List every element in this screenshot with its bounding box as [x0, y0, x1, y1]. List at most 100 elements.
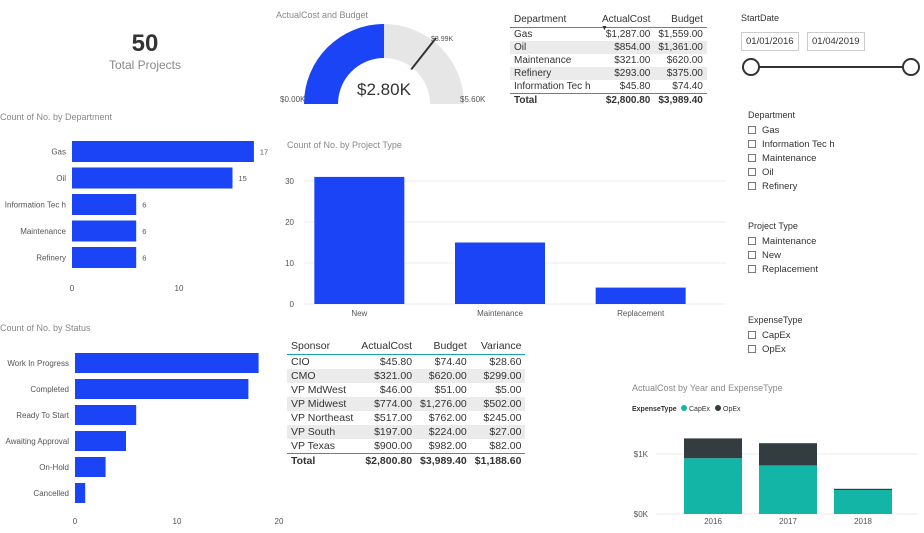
- bar: [75, 353, 259, 373]
- table-row: Refinery $293.00 $375.00: [510, 67, 707, 80]
- slicer-item[interactable]: Maintenance: [748, 234, 818, 248]
- slicer-item[interactable]: Oil: [748, 165, 835, 179]
- checkbox[interactable]: [748, 237, 756, 245]
- table-cell: $774.00: [357, 397, 417, 411]
- column-header[interactable]: Budget: [654, 12, 707, 28]
- category-label: Completed: [30, 385, 69, 394]
- table-row: Information Tec h $45.80 $74.40: [510, 80, 707, 94]
- x-tick-label: 10: [173, 517, 182, 526]
- table-cell: Total: [510, 93, 598, 107]
- table-cell: $982.00: [428, 440, 467, 452]
- table-cell: $299.00: [470, 369, 526, 383]
- project-type-slicer: Project Type Maintenance New Replacement: [748, 221, 818, 276]
- column-header[interactable]: Budget: [416, 338, 471, 355]
- table-cell: $375.00: [654, 67, 707, 80]
- slicer-title: Project Type: [748, 221, 798, 231]
- department-slicer: Department Gas Information Tec h Mainten…: [748, 110, 835, 193]
- table-cell: VP Northeast: [291, 412, 354, 424]
- slicer-item[interactable]: Maintenance: [748, 151, 835, 165]
- end-date-input[interactable]: 01/04/2019: [807, 32, 865, 51]
- slicer-item[interactable]: Information Tec h: [748, 137, 835, 151]
- data-label: 17: [260, 148, 268, 157]
- category-label: Cancelled: [33, 489, 69, 498]
- column-header[interactable]: Variance: [470, 338, 526, 355]
- data-label: 15: [239, 174, 247, 183]
- startdate-slicer: StartDate 01/01/2016 01/04/2019: [741, 13, 921, 84]
- slicer-item-label: New: [762, 249, 782, 261]
- checkbox[interactable]: [748, 331, 756, 339]
- chart-title: ActualCost by Year and ExpenseType: [632, 383, 783, 393]
- y-tick-label: 0: [290, 300, 295, 309]
- bar: [75, 483, 86, 503]
- category-label: Information Tec h: [5, 201, 66, 210]
- table-cell: CIO: [291, 356, 310, 368]
- checkbox[interactable]: [748, 154, 756, 162]
- checkbox[interactable]: [748, 182, 756, 190]
- slicer-item[interactable]: New: [748, 248, 818, 262]
- checkbox[interactable]: [748, 168, 756, 176]
- column-header[interactable]: Department: [510, 12, 598, 28]
- column-header[interactable]: ActualCost: [357, 338, 417, 355]
- category-label: Awaiting Approval: [6, 437, 70, 446]
- table-cell: $2,800.80: [357, 453, 417, 468]
- sponsor-table: Sponsor ActualCost Budget Variance CIO $…: [287, 338, 526, 468]
- column-header[interactable]: Sponsor: [287, 338, 358, 355]
- table-cell: $1,361.00: [654, 41, 707, 54]
- x-tick-label: 20: [275, 517, 284, 526]
- table-cell: $3,989.40: [654, 93, 707, 107]
- table-row: Oil $854.00 $1,361.00: [510, 41, 707, 54]
- category-label: Ready To Start: [16, 411, 70, 420]
- table-cell: $74.40: [672, 81, 703, 92]
- bar: [72, 194, 137, 215]
- table-cell: $293.00: [598, 67, 655, 80]
- slicer-item[interactable]: OpEx: [748, 342, 803, 356]
- slicer-item[interactable]: Gas: [748, 123, 835, 137]
- bar: [72, 247, 137, 268]
- checkbox[interactable]: [748, 251, 756, 259]
- bar: [455, 242, 545, 304]
- checkbox[interactable]: [748, 126, 756, 134]
- slider-start-handle[interactable]: [742, 58, 760, 76]
- legend-label: OpEx: [723, 406, 741, 413]
- table-cell: $45.80: [619, 81, 651, 92]
- bar: [75, 431, 126, 451]
- y-tick-label: 10: [285, 259, 294, 268]
- table-cell: Maintenance: [514, 55, 572, 66]
- table-cell: Information Tec h: [514, 81, 591, 92]
- legend-marker: [681, 405, 687, 411]
- legend-marker: [715, 405, 721, 411]
- gauge-target-label: $3.99K: [431, 36, 454, 43]
- x-tick-label: 0: [70, 284, 75, 293]
- column-header[interactable]: ActualCost ▼: [598, 12, 655, 32]
- slicer-item-label: Gas: [762, 124, 780, 136]
- slicer-item[interactable]: Refinery: [748, 179, 835, 193]
- checkbox[interactable]: [748, 140, 756, 148]
- table-cell: VP Midwest: [287, 397, 358, 411]
- y-tick-label: 20: [285, 218, 294, 227]
- table-cell: $46.00: [379, 384, 413, 396]
- legend-label: CapEx: [689, 406, 711, 413]
- table-cell: $245.00: [483, 412, 522, 424]
- bar: [72, 220, 137, 242]
- bar: [72, 141, 254, 162]
- slider-end-handle[interactable]: [902, 58, 920, 76]
- slicer-item[interactable]: CapEx: [748, 328, 803, 342]
- category-label: Gas: [51, 148, 66, 157]
- checkbox[interactable]: [748, 265, 756, 273]
- date-range-slider[interactable]: [741, 55, 921, 79]
- slicer-item[interactable]: Replacement: [748, 262, 818, 276]
- department-bar-chart: Gas 17 Oil 15 Information Tec h 6 Maintenance 6…: [5, 141, 268, 293]
- category-label: On-Hold: [39, 463, 69, 472]
- checkbox[interactable]: [748, 345, 756, 353]
- sort-descending-icon: ▼: [601, 25, 608, 32]
- table-cell: $1,559.00: [658, 29, 703, 40]
- table-cell: $82.00: [489, 440, 522, 452]
- table-row: Gas $1,287.00 $1,559.00: [510, 28, 707, 42]
- bar: [595, 287, 686, 304]
- table-total-row: Total $2,800.80 $3,989.40 $1,188.60: [287, 453, 526, 468]
- start-date-input[interactable]: 01/01/2016: [741, 32, 799, 51]
- bar: [314, 176, 405, 304]
- project-type-bar-chart: 0 10 20 30 New Maintenance Replacement: [285, 176, 726, 318]
- bar-segment: [684, 438, 742, 459]
- slicer-item-label: OpEx: [762, 343, 786, 355]
